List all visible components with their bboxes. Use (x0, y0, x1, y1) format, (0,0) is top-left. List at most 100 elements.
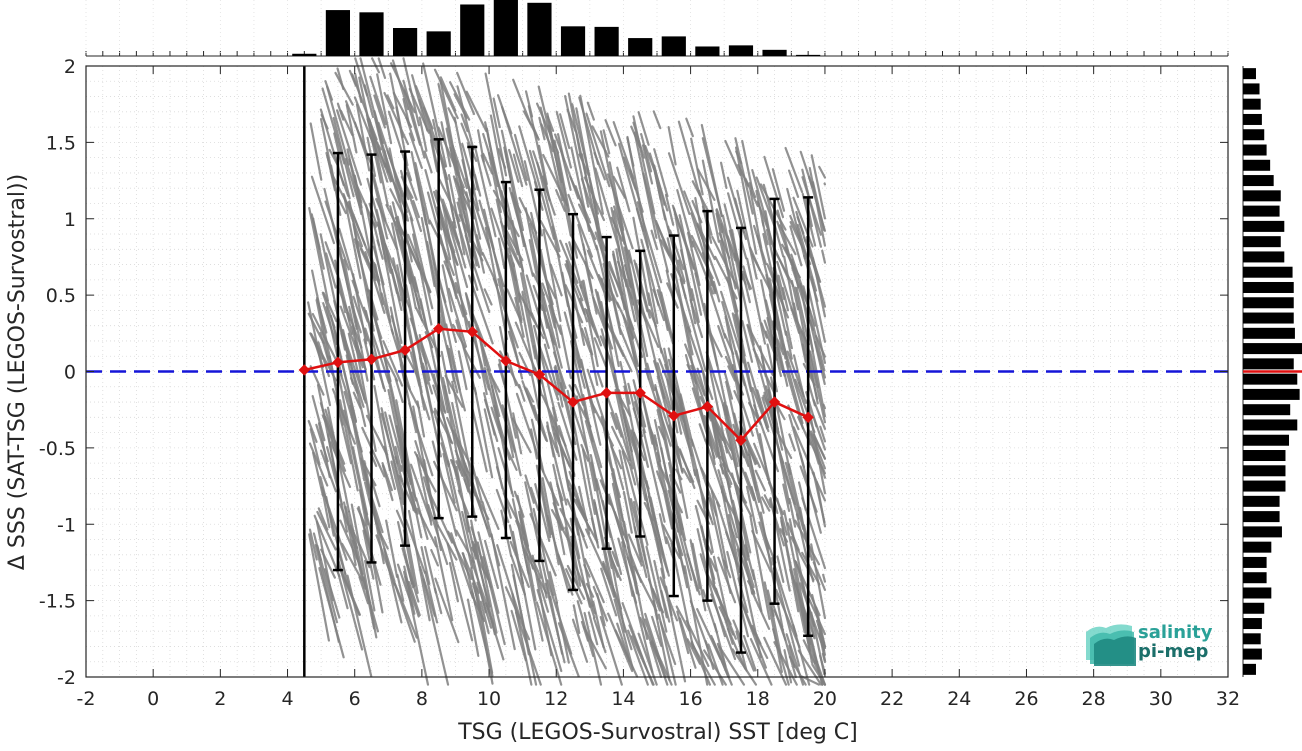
scatter-streak (467, 92, 486, 131)
x-tick-label: -2 (77, 688, 96, 710)
scatter-streak (491, 209, 515, 280)
top-hist-bar (561, 26, 585, 56)
right-hist-bar (1243, 450, 1285, 461)
x-tick-label: 0 (147, 688, 159, 710)
right-hist-bar (1243, 633, 1261, 644)
scatter-streak (823, 575, 825, 582)
x-tick-label: 6 (349, 688, 361, 710)
scatter-streak (669, 153, 689, 214)
y-tick-label: -2 (57, 667, 76, 689)
top-hist-bar (460, 4, 484, 56)
x-tick-label: 24 (947, 688, 971, 710)
right-hist-bar (1243, 649, 1262, 660)
right-hist-bar (1243, 465, 1285, 476)
scatter-streak (822, 251, 825, 263)
top-hist-bar (695, 46, 719, 56)
x-tick-label: 16 (678, 688, 702, 710)
right-hist-bar (1243, 99, 1261, 110)
scatter-streak (686, 119, 692, 136)
scatter-streak (431, 550, 438, 565)
x-tick-label: 8 (416, 688, 428, 710)
scatter-streak (335, 73, 352, 105)
right-hist-bar (1243, 251, 1284, 262)
top-hist-bar (762, 50, 786, 56)
right-hist-bar (1243, 542, 1271, 553)
scatter-streak (778, 211, 791, 261)
scatter-streak (721, 163, 726, 188)
top-hist-bar (393, 28, 417, 56)
y-tick-label: 1.5 (46, 132, 76, 154)
right-hist-bar (1243, 145, 1267, 156)
scatter-streak (588, 103, 594, 120)
top-hist-bar (729, 45, 753, 56)
scatter-streak (486, 74, 506, 176)
y-tick-label: 1 (64, 209, 76, 231)
x-tick-label: 18 (746, 688, 770, 710)
right-hist-bar (1243, 206, 1280, 217)
top-hist-bar (527, 3, 551, 56)
right-hist-bar (1243, 496, 1280, 507)
scatter-streak (824, 405, 825, 409)
scatter-streak (311, 124, 322, 180)
scatter-streak (669, 491, 692, 580)
scatter-streak (372, 58, 379, 72)
right-hist-bar (1243, 282, 1294, 293)
x-tick-label: 2 (214, 688, 226, 710)
top-hist-bar (595, 27, 619, 56)
mean-marker (602, 388, 612, 398)
right-hist-bar (1243, 313, 1294, 324)
right-hist-bar (1243, 358, 1294, 369)
scatter-streak (643, 174, 667, 272)
right-hist-bar (1243, 435, 1289, 446)
right-hist-bar (1243, 481, 1285, 492)
y-tick-labels: -2-1.5-1-0.500.511.52 (39, 56, 76, 689)
right-hist-bar (1243, 160, 1270, 171)
right-hist-bar (1243, 267, 1293, 278)
y-axis-label: Δ SSS (SAT-TSG (LEGOS-Survostral)) (5, 174, 30, 570)
right-hist-bar (1243, 557, 1267, 568)
right-hist-bar (1243, 526, 1282, 537)
top-hist-bar (494, 0, 518, 56)
x-tick-label: 4 (281, 688, 293, 710)
logo-line2: pi-mep (1138, 641, 1208, 662)
right-hist-bar (1243, 297, 1294, 308)
x-tick-label: 26 (1014, 688, 1038, 710)
x-tick-label: 14 (611, 688, 635, 710)
right-hist-bar (1243, 618, 1262, 629)
right-hist-bar (1243, 236, 1281, 247)
right-hist-bar (1243, 343, 1302, 354)
scatter-streak (317, 546, 337, 622)
x-tick-label: 28 (1082, 688, 1106, 710)
wave-logo-icon (1086, 624, 1136, 666)
right-hist-bar (1243, 389, 1300, 400)
right-hist-bar (1243, 587, 1271, 598)
scatter-streak (799, 482, 806, 509)
right-hist-bar (1243, 328, 1295, 339)
top-hist-bar (796, 55, 820, 56)
scatter-streak (819, 167, 825, 178)
top-hist-bar (359, 12, 383, 56)
salinity-pimep-logo: salinity pi-mep (1086, 622, 1213, 666)
top-hist-bar (292, 54, 316, 56)
right-hist-bar (1243, 129, 1264, 140)
scatter-streak (679, 122, 700, 195)
scatter-streak (669, 127, 676, 164)
x-tick-label: 22 (880, 688, 904, 710)
top-hist-bar (662, 36, 686, 56)
right-hist-bar (1243, 114, 1262, 125)
y-tick-label: 0.5 (46, 285, 76, 307)
y-tick-label: -1.5 (39, 591, 76, 613)
right-hist-bar (1243, 419, 1297, 430)
mean-marker (299, 365, 309, 375)
right-hist-bar (1243, 190, 1281, 201)
right-hist-bar (1243, 404, 1290, 415)
right-hist-bar (1243, 221, 1284, 232)
y-tick-label: -0.5 (39, 438, 76, 460)
scatter-streak (379, 58, 385, 78)
x-tick-label: 32 (1216, 688, 1240, 710)
scatter-streak (450, 82, 469, 119)
x-axis-label: TSG (LEGOS-Survostral) SST [deg C] (457, 720, 858, 745)
